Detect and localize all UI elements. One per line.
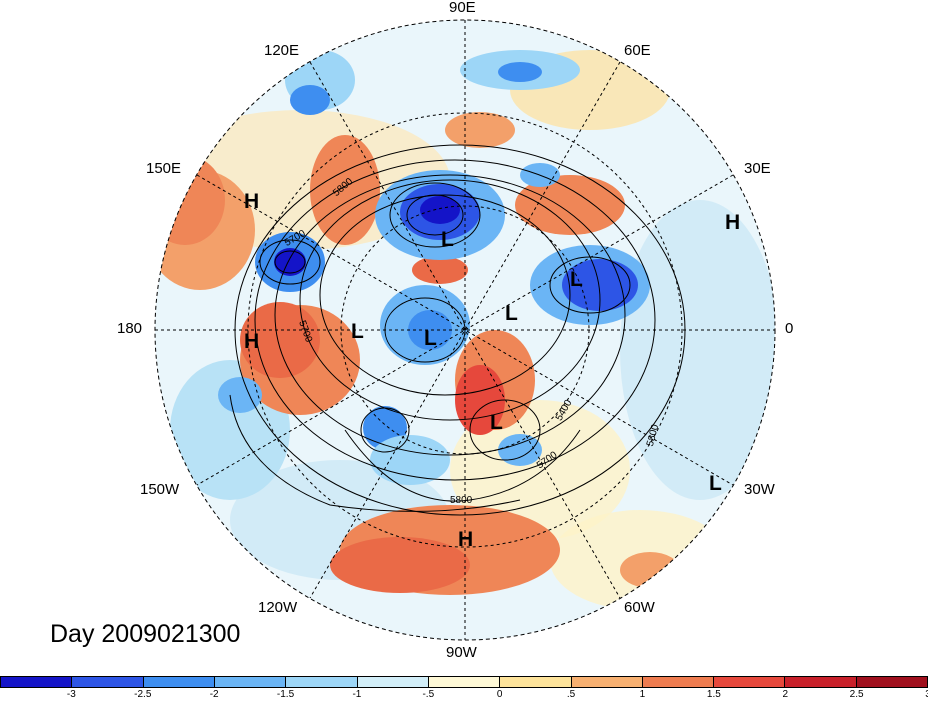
high-pressure-marker: H bbox=[458, 528, 474, 551]
high-pressure-marker: H bbox=[725, 211, 741, 234]
colorbar-box bbox=[785, 677, 857, 687]
colorbar-box bbox=[72, 677, 144, 687]
colorbar-box bbox=[500, 677, 572, 687]
contour-label: 5800 bbox=[450, 495, 473, 506]
low-pressure-marker: L bbox=[570, 268, 583, 291]
high-pressure-marker: H bbox=[244, 190, 260, 213]
day-title: Day 2009021300 bbox=[50, 620, 241, 648]
colorbar-box bbox=[428, 677, 501, 687]
lon-label-150w: 150W bbox=[140, 481, 180, 498]
colorbar-tick-label: 1.5 bbox=[706, 689, 721, 700]
colorbar-tick-label: .5 bbox=[566, 689, 576, 700]
colorbar-tick-label: 2 bbox=[782, 689, 788, 700]
colorbar-tick-label: -.5 bbox=[422, 689, 435, 700]
low-pressure-marker: L bbox=[490, 411, 503, 434]
lon-label-90w: 90W bbox=[446, 644, 477, 661]
lon-label-180: 180 bbox=[117, 320, 143, 337]
colorbar-tick-label: -1.5 bbox=[276, 689, 295, 700]
lon-label-30e: 30E bbox=[744, 160, 771, 177]
colorbar-tick-label: -2 bbox=[209, 689, 219, 700]
colorbar-tick-label: 0 bbox=[496, 689, 503, 700]
colorbar-box bbox=[286, 677, 358, 687]
lon-label-120w: 120W bbox=[258, 599, 298, 616]
lon-label-30w: 30W bbox=[744, 481, 775, 498]
colorbar-box bbox=[214, 677, 287, 687]
colorbar-tick-label: -3 bbox=[66, 689, 76, 700]
colorbar-box bbox=[571, 677, 643, 687]
lon-label-120e: 120E bbox=[264, 42, 300, 59]
colorbar bbox=[0, 676, 928, 688]
colorbar-box bbox=[1, 677, 73, 687]
low-pressure-marker: L bbox=[441, 228, 454, 251]
colorbar-tick-label: -1 bbox=[352, 689, 362, 700]
colorbar-box bbox=[143, 677, 215, 687]
low-pressure-marker: L bbox=[424, 327, 437, 350]
colorbar-tick-label: 3 bbox=[925, 689, 928, 700]
graticule bbox=[154, 19, 776, 641]
low-pressure-marker: L bbox=[505, 302, 518, 325]
colorbar-box bbox=[714, 677, 786, 687]
height-contours bbox=[229, 144, 686, 516]
polar-stereographic-map bbox=[154, 19, 776, 641]
colorbar-tick-label: 2.5 bbox=[849, 689, 864, 700]
lon-label-150e: 150E bbox=[146, 160, 182, 177]
colorbar-box bbox=[642, 677, 715, 687]
lon-label-0: 0 bbox=[785, 320, 794, 337]
colorbar-box bbox=[357, 677, 429, 687]
colorbar-tick-label: 1 bbox=[639, 689, 646, 700]
lon-label-90e: 90E bbox=[449, 0, 476, 16]
colorbar-box bbox=[856, 677, 928, 687]
colorbar-tick-label: -2.5 bbox=[134, 689, 152, 700]
high-pressure-marker: H bbox=[244, 330, 260, 353]
low-pressure-marker: L bbox=[351, 320, 364, 343]
low-pressure-marker: L bbox=[709, 472, 722, 495]
lon-label-60w: 60W bbox=[624, 599, 655, 616]
lon-label-60e: 60E bbox=[624, 42, 651, 59]
